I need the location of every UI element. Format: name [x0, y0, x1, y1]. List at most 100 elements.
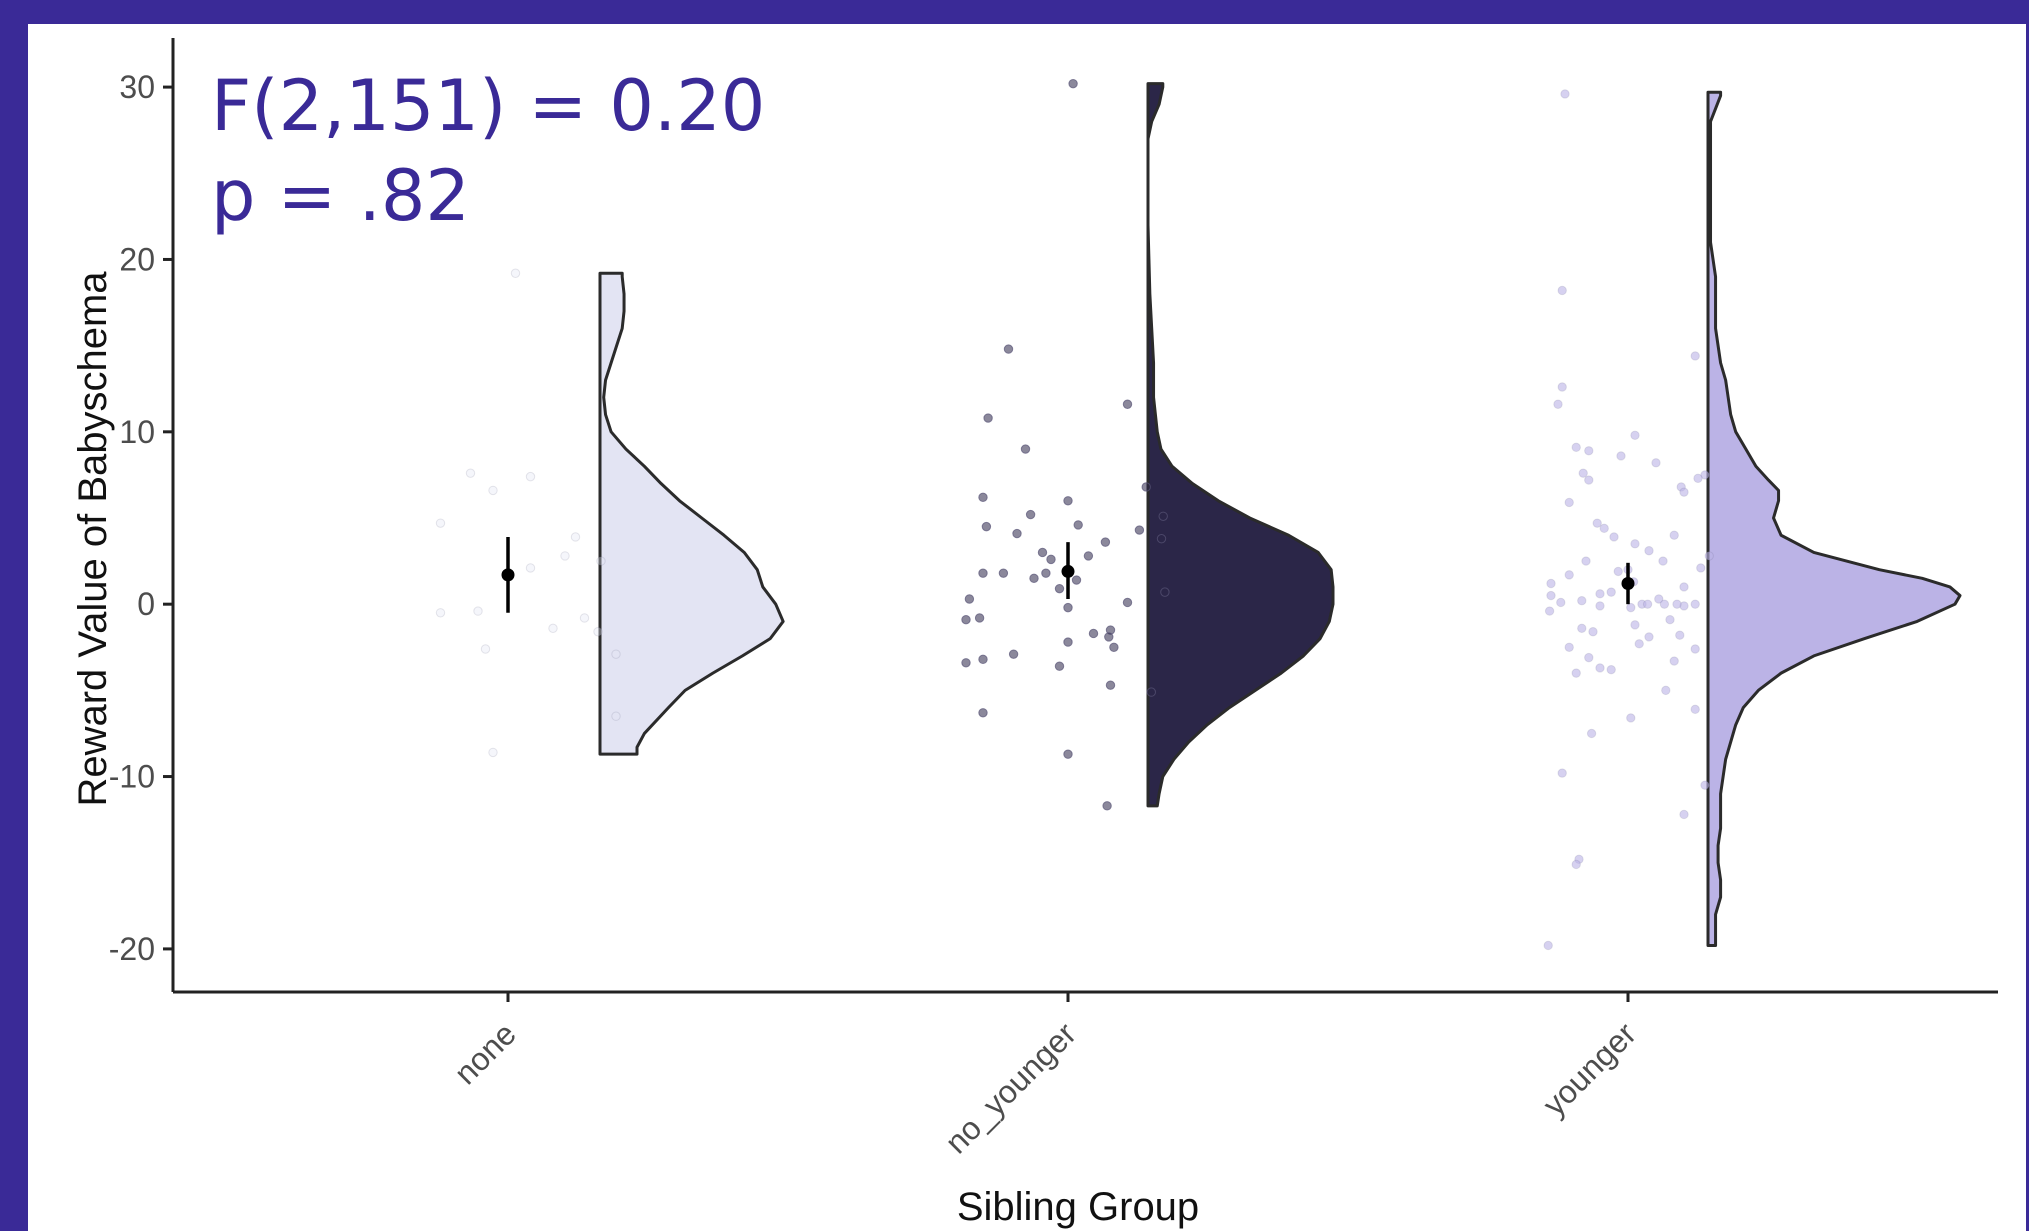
- data-point: [961, 614, 971, 625]
- data-point: [1700, 470, 1710, 480]
- y-tick-label: 30: [119, 69, 155, 105]
- data-point: [1557, 285, 1567, 296]
- data-point: [611, 711, 621, 721]
- axes-layer: [171, 38, 1998, 994]
- data-point: [1577, 623, 1587, 634]
- data-point: [1068, 78, 1078, 89]
- data-point: [1046, 554, 1056, 565]
- y-tick-label: -20: [109, 931, 155, 967]
- data-point: [1102, 801, 1112, 811]
- data-point: [1557, 382, 1567, 392]
- data-point: [1679, 487, 1689, 497]
- data-point: [1690, 351, 1700, 361]
- data-point: [525, 563, 536, 573]
- data-point: [1599, 523, 1609, 534]
- data-point: [1020, 444, 1031, 454]
- data-point: [1651, 458, 1661, 468]
- data-point: [1029, 573, 1039, 584]
- data-point: [1109, 642, 1119, 652]
- data-point: [465, 468, 476, 478]
- data-point: [1544, 606, 1555, 616]
- data-point: [1630, 539, 1640, 549]
- data-point: [1578, 468, 1588, 478]
- error-bars-layer: [501, 536, 1635, 613]
- data-point: [488, 747, 498, 758]
- data-point: [1158, 511, 1168, 521]
- data-point: [1700, 780, 1710, 790]
- data-point: [1564, 570, 1574, 580]
- data-point: [1696, 563, 1706, 573]
- data-point: [1595, 589, 1605, 599]
- data-point: [548, 623, 558, 634]
- data-point: [1041, 568, 1051, 578]
- data-point: [1063, 637, 1073, 647]
- stat-f-value: F(2,151) = 0.20: [211, 65, 765, 147]
- density-cloud-younger: [1706, 90, 1962, 947]
- data-point: [1063, 496, 1073, 506]
- y-axis-title: Reward Value of Babyschema: [71, 271, 115, 807]
- data-point: [1634, 639, 1644, 649]
- data-point: [978, 654, 988, 665]
- data-point: [978, 708, 988, 718]
- x-axis-title: Sibling Group: [957, 1185, 1199, 1229]
- data-point: [1584, 446, 1594, 456]
- data-point: [435, 608, 446, 618]
- data-point: [1577, 596, 1587, 606]
- data-point: [1546, 578, 1556, 589]
- data-point: [1595, 663, 1605, 673]
- data-point: [1146, 687, 1157, 697]
- data-point: [1609, 532, 1619, 542]
- data-point: [983, 413, 993, 423]
- y-ticks: -20 -10 0 10 20 30: [109, 69, 173, 967]
- data-point: [1642, 599, 1653, 609]
- data-point: [1071, 575, 1082, 585]
- data-point: [560, 551, 570, 561]
- data-point: [998, 568, 1009, 578]
- data-point: [1669, 530, 1679, 540]
- data-point: [1659, 599, 1670, 609]
- data-point: [1008, 649, 1019, 659]
- raincloud-chart: -20 -10 0 10 20 30 none no_younger younger Sibl…: [71, 38, 1998, 1229]
- data-point: [1679, 582, 1689, 592]
- x-tick-label: none: [447, 1015, 523, 1091]
- data-point: [1105, 680, 1116, 690]
- data-point: [1616, 451, 1626, 461]
- data-point: [480, 644, 491, 654]
- data-point: [1560, 89, 1570, 99]
- data-point: [1661, 685, 1671, 696]
- data-point: [1063, 602, 1073, 613]
- density-layer: [598, 82, 1962, 947]
- data-point: [961, 658, 971, 668]
- data-point: [579, 613, 590, 623]
- points-layer: [435, 78, 1714, 951]
- data-point: [1690, 704, 1700, 715]
- data-point: [1693, 473, 1703, 484]
- data-point: [1156, 533, 1167, 544]
- data-point: [1054, 661, 1065, 671]
- x-tick-label: no_younger: [938, 1015, 1083, 1160]
- y-tick-label: 10: [119, 414, 155, 450]
- data-point: [1679, 809, 1689, 820]
- data-point: [1626, 602, 1636, 613]
- data-point: [1690, 599, 1700, 609]
- data-point: [1606, 664, 1616, 675]
- data-point: [1571, 859, 1581, 870]
- data-point: [1584, 652, 1594, 663]
- data-point: [1564, 642, 1574, 652]
- data-point: [1073, 520, 1083, 530]
- mean-point-none: [501, 568, 515, 582]
- data-point: [1658, 556, 1668, 566]
- data-point: [1672, 599, 1682, 609]
- data-point: [488, 485, 498, 496]
- density-cloud-none: [598, 271, 785, 756]
- data-point: [1704, 551, 1714, 561]
- data-point: [978, 568, 988, 578]
- data-point: [981, 521, 992, 532]
- data-point: [978, 492, 988, 503]
- data-point: [1595, 601, 1605, 611]
- data-point: [1557, 768, 1567, 778]
- data-point: [435, 518, 446, 528]
- data-point: [1160, 587, 1170, 597]
- data-point: [1054, 583, 1065, 594]
- data-point: [1543, 940, 1553, 951]
